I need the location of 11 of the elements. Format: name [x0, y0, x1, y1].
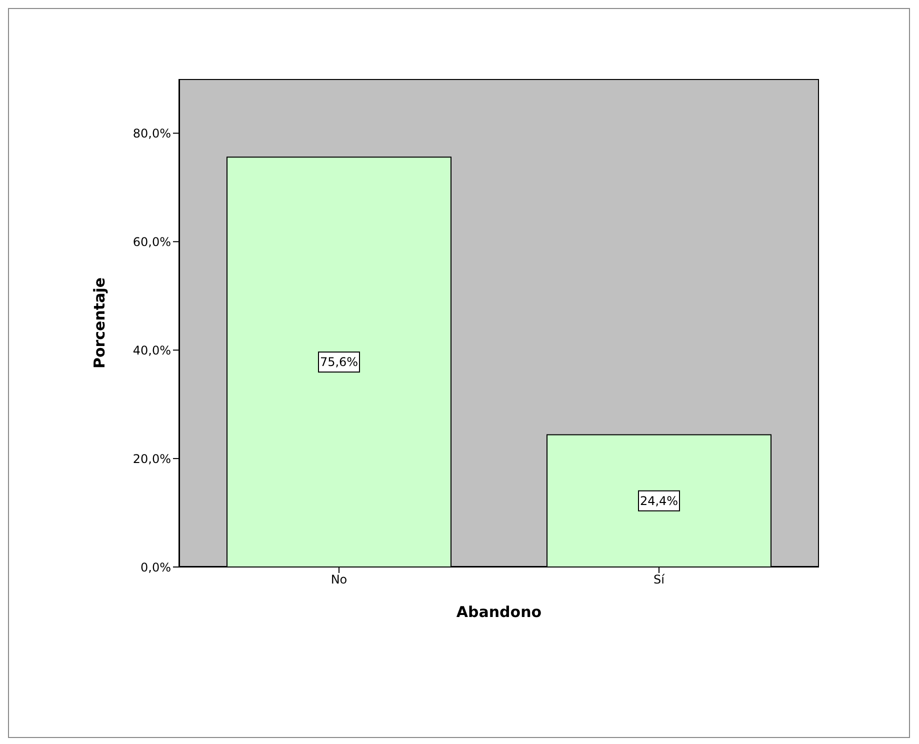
- y-axis-title: Porcentaje: [90, 277, 108, 369]
- y-tick-label: 60,0%: [132, 234, 171, 249]
- data-label: 24,4%: [640, 494, 678, 508]
- x-axis-title: Abandono: [456, 603, 542, 621]
- data-label: 75,6%: [320, 355, 358, 370]
- y-tick-label: 80,0%: [132, 126, 171, 140]
- x-tick-label: No: [330, 572, 348, 587]
- y-tick-label: 40,0%: [132, 343, 171, 358]
- y-tick-label: 20,0%: [132, 452, 171, 466]
- y-tick-label: 0,0%: [140, 560, 171, 574]
- x-tick-label: Sí: [654, 572, 666, 587]
